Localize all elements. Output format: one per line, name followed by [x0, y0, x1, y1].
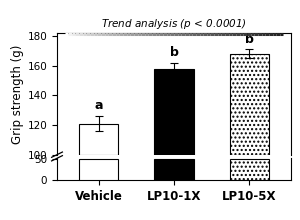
Bar — [79, 159, 118, 180]
Text: Trend analysis ($p$ < 0.0001): Trend analysis ($p$ < 0.0001) — [101, 17, 247, 31]
Text: b: b — [245, 33, 254, 46]
Bar — [79, 123, 118, 155]
Text: b: b — [169, 46, 178, 59]
Text: a: a — [94, 99, 103, 112]
Bar — [230, 54, 269, 155]
Bar — [154, 159, 194, 180]
Y-axis label: Grip strength (g): Grip strength (g) — [11, 44, 24, 143]
Bar — [154, 69, 194, 155]
Bar — [230, 159, 269, 180]
